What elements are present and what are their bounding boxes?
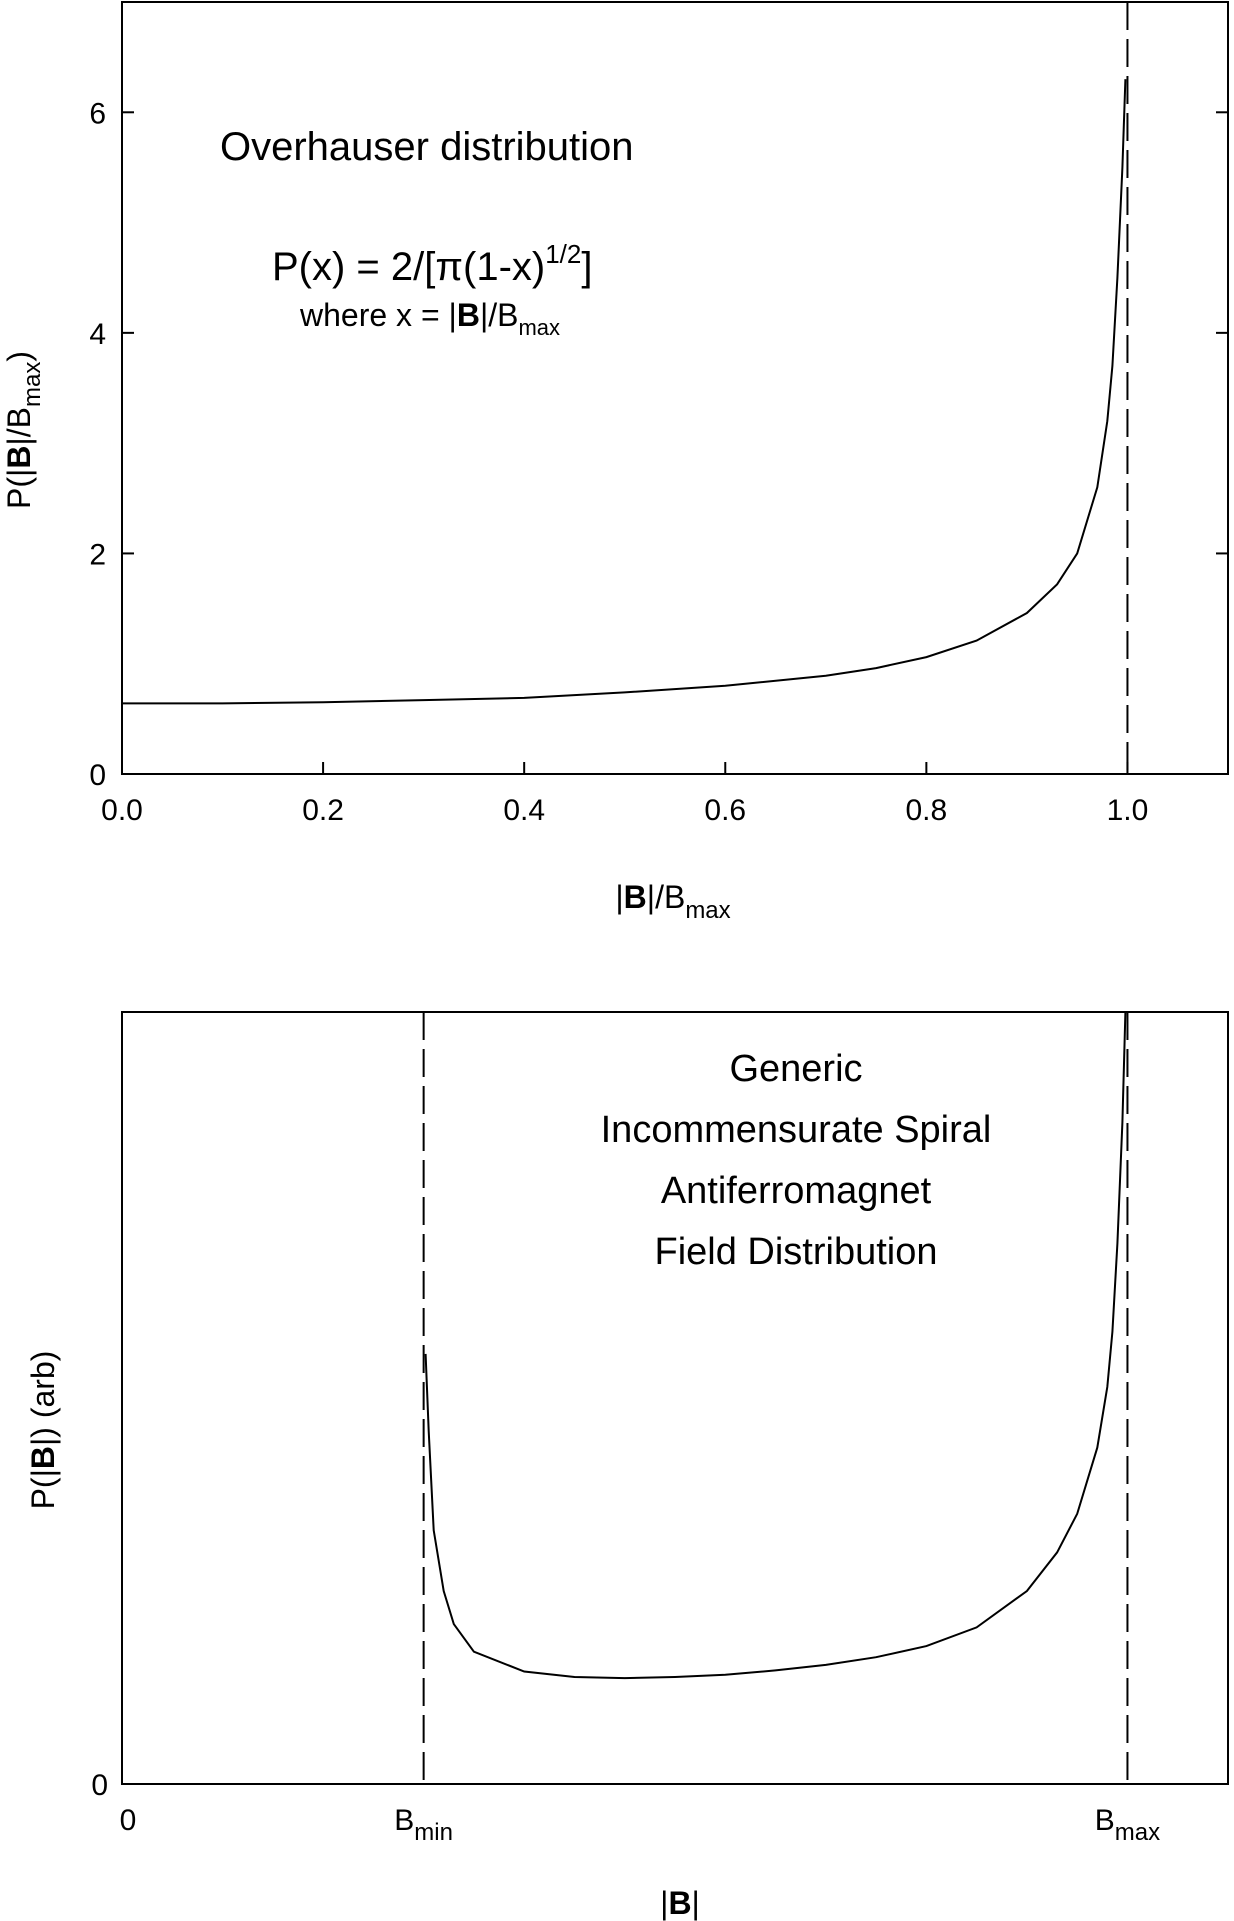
y-tick-label: 0 — [91, 1769, 108, 1802]
y-tick-label: 2 — [89, 538, 106, 571]
x-tick-label: 0.6 — [704, 794, 746, 827]
annotation-where: where x = |B|/Bmax — [299, 297, 560, 340]
x-axis-title: |B| — [660, 1885, 700, 1921]
y-tick-label: 6 — [89, 97, 106, 130]
x-tick-label: Bmax — [1095, 1804, 1160, 1846]
axis-ticks: 0.0 0.2 0.4 0.6 0.8 1.0 0 2 4 6 — [89, 97, 1228, 827]
annotation-line-3: Antiferromagnet — [661, 1170, 932, 1212]
y-axis-title: P(|B|/Bmax) — [1, 351, 46, 509]
series-line — [122, 79, 1127, 705]
annotation-formula: P(x) = 2/[π(1-x)1/2] — [272, 239, 593, 289]
x-tick-label: 0.8 — [906, 794, 948, 827]
axis-ticks: 00 Bmin Bmax — [91, 1769, 1160, 1846]
annotation-line-4: Field Distribution — [655, 1231, 938, 1273]
series-line — [424, 1011, 1127, 1680]
plot-frame — [121, 1011, 1229, 1785]
x-tick-label: Bmin — [394, 1804, 453, 1846]
x-tick-label: 1.0 — [1107, 794, 1149, 827]
x-tick-label: 0.0 — [101, 794, 143, 827]
y-axis-title: P(|B|) (arb) — [25, 1351, 61, 1510]
annotation-line-1: Generic — [729, 1048, 862, 1090]
y-tick-label: 0 — [89, 759, 106, 792]
x-tick-label: 0.4 — [503, 794, 545, 827]
annotation-line-2: Incommensurate Spiral — [601, 1109, 992, 1151]
annotation-title: Overhauser distribution — [220, 125, 634, 169]
panel-overhauser: 0.0 0.2 0.4 0.6 0.8 1.0 0 2 4 6 Overhauser distri… — [1, 1, 1229, 924]
y-tick-label: 4 — [89, 318, 106, 351]
x-tick-label: 0.2 — [302, 794, 344, 827]
x-axis-title: |B|/Bmax — [615, 879, 730, 924]
panel-spiral: 00 Bmin Bmax Generic Incommensurate Spiral… — [25, 1011, 1229, 1921]
x-tick-label: 0 — [120, 1804, 137, 1837]
plot-frame — [121, 1, 1229, 775]
